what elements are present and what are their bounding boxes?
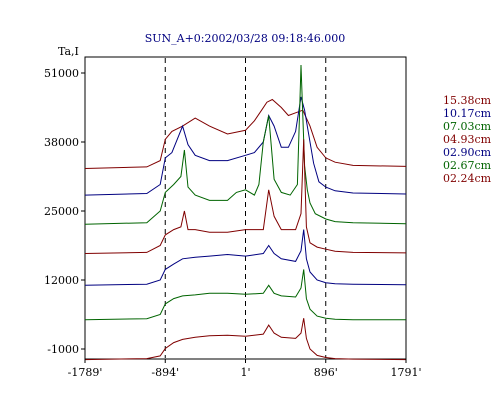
x-tick-label-4: 896' (314, 366, 338, 379)
x-axis: -1789' -894' 1' 896' 1791' (68, 359, 422, 379)
series-line-5 (84, 229, 407, 286)
legend-item-7: 02.24cm (443, 172, 492, 185)
series-line-1 (84, 98, 407, 169)
y-axis-label: Ta,I (58, 45, 79, 58)
series-line-4 (84, 139, 407, 254)
y-tick-label-4: 12000 (44, 274, 79, 287)
x-tick-label-2: -894' (151, 366, 179, 379)
y-axis: 51000 38000 25000 12000 -1000 (44, 67, 85, 356)
y-tick-label-5: -1000 (47, 343, 79, 356)
x-tick-label-5: 1791' (390, 366, 421, 379)
series-line-6 (84, 269, 406, 321)
legend: 15.38cm10.17cm07.03cm04.93cm02.90cm02.67… (443, 94, 492, 185)
legend-item-6: 02.67cm (443, 159, 492, 172)
legend-item-4: 04.93cm (443, 133, 492, 146)
legend-item-3: 07.03cm (443, 120, 492, 133)
reference-lines (164, 58, 327, 358)
legend-item-2: 10.17cm (443, 107, 492, 120)
legend-item-5: 02.90cm (443, 146, 492, 159)
y-tick-label-2: 38000 (44, 136, 79, 149)
y-tick-label-3: 25000 (44, 205, 79, 218)
series-line-3 (84, 64, 407, 225)
y-tick-label-1: 51000 (44, 67, 79, 80)
legend-item-1: 15.38cm (443, 94, 492, 107)
series-group (84, 64, 407, 361)
x-tick-label-1: -1789' (68, 366, 103, 379)
series-line-7 (84, 318, 407, 361)
x-tick-label-3: 1' (240, 366, 250, 379)
chart-title: SUN_A+0:2002/03/28 09:18:46.000 (145, 32, 346, 45)
